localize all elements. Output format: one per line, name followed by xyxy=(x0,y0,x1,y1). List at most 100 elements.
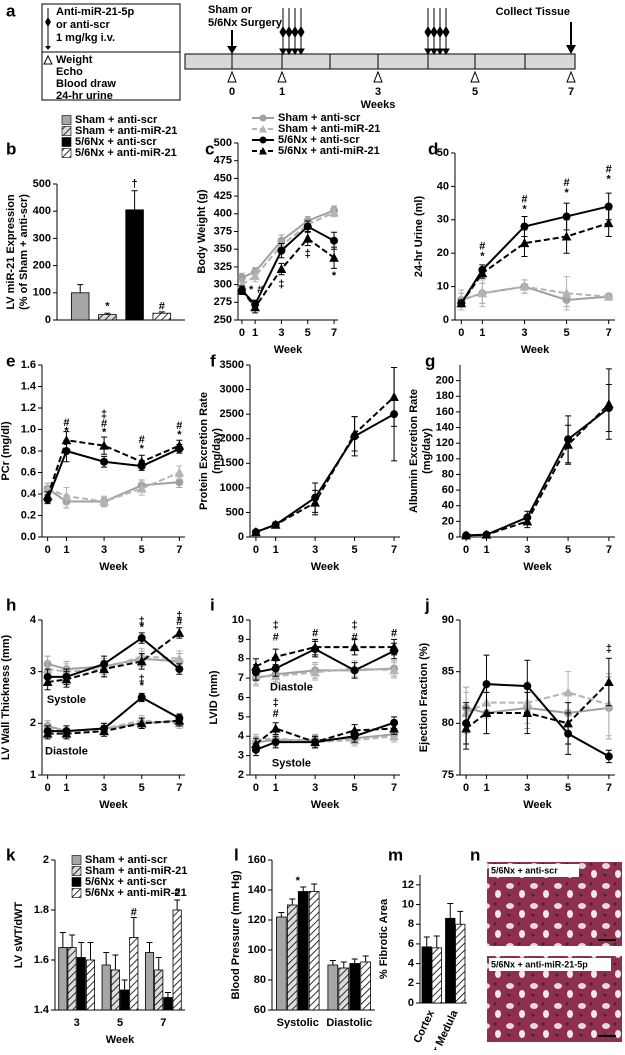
x-tick-label: 7 xyxy=(391,544,397,556)
error-bar xyxy=(103,952,110,965)
y-tick-label: 0 xyxy=(238,531,244,543)
annotation: † xyxy=(132,178,138,190)
annotation: ‡ xyxy=(139,673,145,685)
y-tick-label: 3000 xyxy=(220,383,244,395)
y-tick-label: 4 xyxy=(238,730,245,742)
annotation: # xyxy=(139,434,145,446)
y-tick-label: 80 xyxy=(254,974,266,986)
y-tick-label: 0 xyxy=(45,314,51,326)
bar xyxy=(67,947,77,1011)
y-tick-label: 375 xyxy=(214,225,232,237)
x-tick-label: 5 xyxy=(565,782,571,794)
marker xyxy=(350,666,359,675)
annotation: * xyxy=(140,443,145,455)
annotation: # xyxy=(521,194,527,206)
error-bar xyxy=(69,934,76,948)
marker xyxy=(561,231,572,241)
y-tick-label: 160 xyxy=(248,854,266,866)
error-bar xyxy=(131,190,138,210)
marker xyxy=(563,718,573,728)
x-tick-label: 3 xyxy=(521,327,527,339)
bar xyxy=(76,957,86,1011)
bar xyxy=(360,961,371,1011)
marker xyxy=(42,491,53,501)
line xyxy=(255,396,395,534)
x-tick-label: 3 xyxy=(101,782,107,794)
legend-text: Sham + anti-scr xyxy=(85,854,168,866)
annotation: ‡ xyxy=(176,610,182,622)
y-tick-label: 250 xyxy=(214,314,232,326)
legend-text: Sham + anti-miR-21 xyxy=(75,125,177,137)
x-axis-label: Week xyxy=(99,799,128,811)
marker xyxy=(61,674,72,684)
x-tick-label: 3 xyxy=(524,544,530,556)
y-tick-label: 10 xyxy=(437,281,449,293)
legend-swatch xyxy=(61,126,72,136)
marker xyxy=(604,676,614,686)
y-tick-label: 500 xyxy=(214,137,232,149)
marker xyxy=(137,693,146,702)
legend-text: 5/6Nx + anti-miR-21 xyxy=(75,147,177,159)
y-tick-label: 0 xyxy=(448,531,454,543)
y-tick-label: 400 xyxy=(33,205,51,217)
x-tick-label: 7 xyxy=(176,544,182,556)
annotation: * xyxy=(102,427,107,439)
marker xyxy=(136,718,147,728)
y-tick-label: 20 xyxy=(437,247,449,259)
panel-label: b xyxy=(6,139,16,158)
legend-text: Sham + anti-scr xyxy=(75,114,158,126)
marker xyxy=(42,728,53,738)
y-tick-label: 2 xyxy=(30,717,36,729)
y-tick-label: 0.6 xyxy=(21,466,36,478)
x-axis-label: Week xyxy=(274,344,303,356)
arrow-head xyxy=(566,45,576,54)
y-tick-label: 2500 xyxy=(220,408,244,420)
annotation: # xyxy=(176,616,182,628)
marker xyxy=(136,456,147,466)
x-tick-label: 0 xyxy=(458,327,464,339)
annotation: # xyxy=(63,417,69,429)
y-tick-label: 75 xyxy=(442,769,454,781)
bar xyxy=(110,969,120,1011)
bar xyxy=(421,946,432,1004)
y-tick-label: 400 xyxy=(214,208,232,220)
y-tick-label: 300 xyxy=(214,279,232,291)
y-tick-label: 100 xyxy=(33,287,51,299)
end-label: Collect Tissue xyxy=(496,6,570,18)
y-tick-label: 1.0 xyxy=(21,423,36,435)
y-axis-label: 24-hr Urine (ml) xyxy=(413,196,425,278)
annotation: # xyxy=(159,300,165,312)
y-tick-label: 60 xyxy=(254,1004,266,1016)
error-bar xyxy=(158,311,165,314)
error-bar xyxy=(278,912,285,917)
diamond-icon xyxy=(45,17,51,27)
y-tick-label: 8 xyxy=(238,653,244,665)
marker xyxy=(61,491,72,501)
marker xyxy=(99,664,109,674)
y-tick-label: 90 xyxy=(442,614,454,626)
chart: b 0 100 200 300 400 500 LV miR-21 Expression (% … xyxy=(5,114,185,326)
bar xyxy=(308,891,320,1011)
marker xyxy=(136,483,147,493)
bar xyxy=(129,937,139,1011)
marker xyxy=(303,222,312,231)
x-tick-label: 0 xyxy=(253,782,259,794)
legend-text: 5/6Nx + anti-scr xyxy=(75,136,157,148)
marker xyxy=(349,725,360,735)
annotation: * xyxy=(607,174,612,186)
marker xyxy=(520,222,529,231)
y-tick-label: 10 xyxy=(232,614,244,626)
x-tick-label: 7 xyxy=(606,782,612,794)
y-tick-label: 0 xyxy=(443,314,449,326)
annotation: * xyxy=(522,204,527,216)
y-tick-label: 100 xyxy=(248,944,266,956)
bar xyxy=(172,909,182,1011)
week-label: 5 xyxy=(472,86,478,98)
week-label: 3 xyxy=(375,86,381,98)
annotation: # xyxy=(312,627,318,639)
y-axis-label: LV Wall Thickness (mm) xyxy=(0,635,12,761)
x-axis-label: Week xyxy=(311,561,340,573)
y-tick-label: 40 xyxy=(437,180,449,192)
marker xyxy=(563,687,573,697)
marker xyxy=(461,723,471,733)
